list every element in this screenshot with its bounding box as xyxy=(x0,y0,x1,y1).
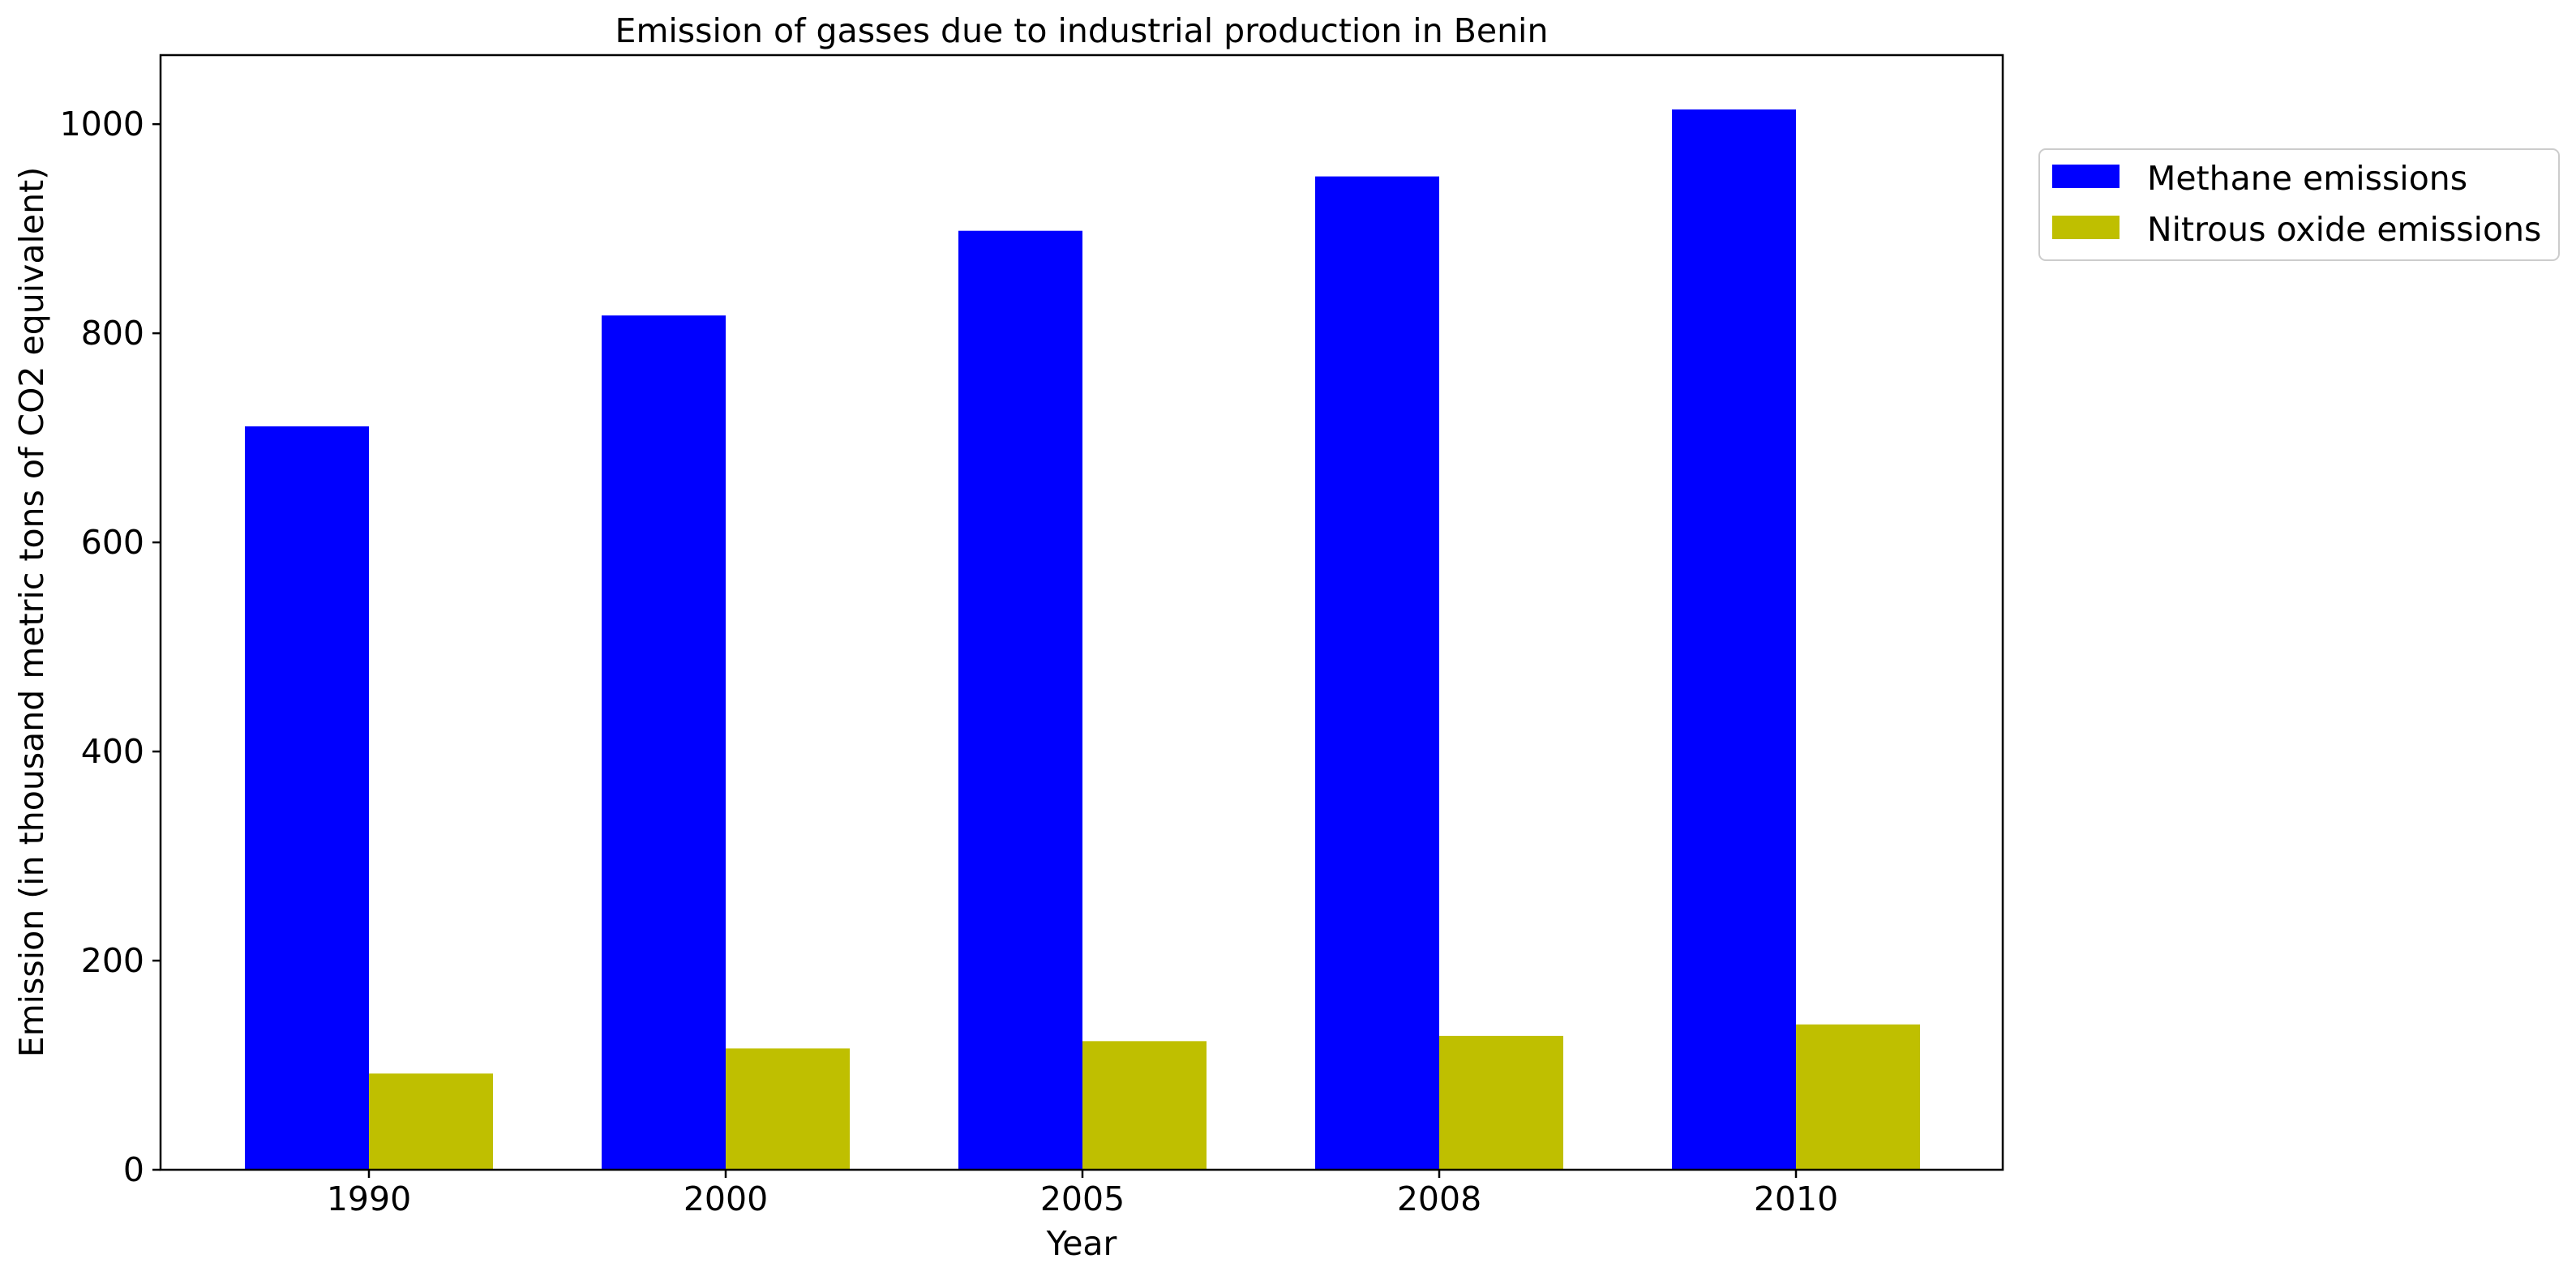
legend-swatch-nitrous-oxide xyxy=(2052,216,2120,239)
bar-nitrous-oxide-2008 xyxy=(1439,1035,1563,1170)
bar-nitrous-oxide-1990 xyxy=(369,1073,493,1170)
x-tick-label-1990: 1990 xyxy=(327,1179,411,1218)
y-tick-label-200: 200 xyxy=(81,941,144,980)
y-tick-label-0: 0 xyxy=(123,1150,144,1189)
y-tick-label-400: 400 xyxy=(81,732,144,771)
legend-label-methane: Methane emissions xyxy=(2147,159,2467,198)
legend-swatch-methane xyxy=(2052,165,2120,188)
bar-nitrous-oxide-2000 xyxy=(726,1048,850,1170)
y-axis: 0 200 400 600 800 1000 xyxy=(60,105,161,1189)
y-tick-label-800: 800 xyxy=(81,314,144,353)
bars-layer xyxy=(245,109,1920,1171)
bar-methane-1990 xyxy=(245,426,369,1170)
x-tick-label-2010: 2010 xyxy=(1754,1179,1838,1218)
y-tick-label-1000: 1000 xyxy=(60,105,144,143)
bar-methane-2008 xyxy=(1315,176,1439,1171)
bar-nitrous-oxide-2010 xyxy=(1796,1024,1920,1170)
bar-methane-2000 xyxy=(602,315,726,1171)
legend-box xyxy=(2038,148,2560,261)
y-tick-label-600: 600 xyxy=(81,523,144,562)
legend-label-nitrous-oxide: Nitrous oxide emissions xyxy=(2147,210,2541,249)
legend: Methane emissions Nitrous oxide emission… xyxy=(2038,148,2560,261)
chart-title: Emission of gasses due to industrial pro… xyxy=(615,11,1549,50)
bar-methane-2010 xyxy=(1672,109,1796,1171)
x-tick-label-2005: 2005 xyxy=(1040,1179,1125,1218)
x-tick-label-2000: 2000 xyxy=(684,1179,768,1218)
x-tick-label-2008: 2008 xyxy=(1397,1179,1481,1218)
bar-methane-2005 xyxy=(958,230,1082,1170)
x-axis: 1990 2000 2005 2008 2010 xyxy=(327,1170,1838,1218)
y-axis-label: Emission (in thousand metric tons of CO2… xyxy=(12,167,51,1057)
x-axis-label: Year xyxy=(1046,1224,1117,1263)
bar-nitrous-oxide-2005 xyxy=(1082,1041,1207,1170)
